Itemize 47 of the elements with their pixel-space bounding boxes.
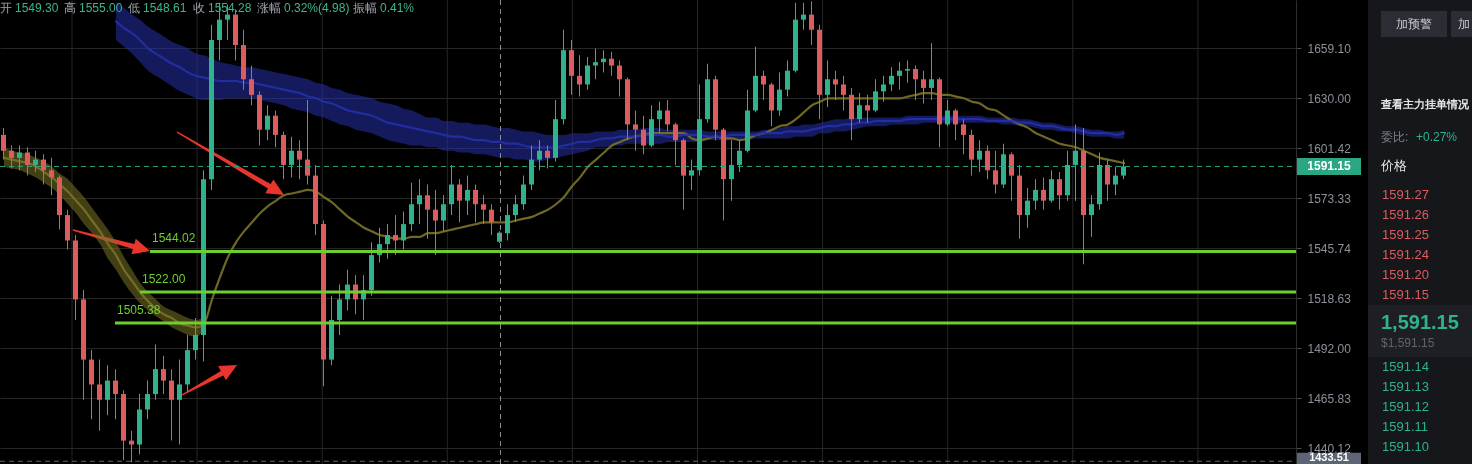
line-series — [114, 20, 1126, 149]
annotation: 1549.30 — [15, 1, 59, 15]
ref-line-label: 1591.15 — [1307, 159, 1352, 174]
text: 1591.10 — [1382, 439, 1429, 454]
y-tick-label: 1659.10 — [1307, 41, 1352, 56]
ref-line-label: 1522.00 — [142, 271, 186, 286]
ref-line-label: 1505.38 — [117, 303, 161, 317]
text: +0.27% — [1416, 130, 1458, 144]
text: 1591.25 — [1382, 227, 1429, 242]
candlestick — [593, 48, 598, 80]
line-series — [2, 91, 1126, 329]
text: 1591.14 — [1382, 359, 1429, 374]
text: $1,591.15 — [1381, 336, 1435, 350]
ref-line-label: 1433.51 — [1309, 451, 1349, 464]
y-tick-label: 1630.00 — [1307, 91, 1352, 106]
annotation: 1555.00 — [79, 1, 123, 15]
y-tick-label: 1573.33 — [1307, 191, 1352, 206]
candlestick — [633, 110, 638, 151]
annotation: 收 — [193, 1, 205, 15]
text: 1,591.15 — [1381, 311, 1459, 333]
text: 委比: — [1381, 130, 1409, 144]
text: 1591.12 — [1382, 399, 1429, 414]
annotation: 涨幅 — [257, 1, 281, 15]
annotation: 振幅 — [353, 1, 377, 15]
text: 价格 — [1380, 158, 1407, 173]
y-tick-label: 1518.63 — [1307, 291, 1352, 306]
annotation: 1548.61 — [143, 1, 187, 15]
text: 查看主力挂单情况 — [1380, 98, 1470, 110]
y-tick-label: 1601.42 — [1307, 141, 1352, 156]
annotation: 开 — [0, 1, 12, 15]
y-tick-label: 1492.00 — [1307, 341, 1352, 356]
text: 1591.15 — [1382, 287, 1429, 302]
text: 1591.20 — [1382, 267, 1429, 282]
text: 加预警 — [1396, 17, 1432, 31]
text: 1591.24 — [1382, 247, 1429, 262]
annotation: 0.32%(4.98) — [284, 1, 350, 15]
annotation: 高 — [64, 1, 76, 15]
text: 1591.26 — [1382, 207, 1429, 222]
text: 1591.13 — [1382, 379, 1429, 394]
text: 加 — [1458, 17, 1470, 31]
annotation: 0.41% — [380, 1, 415, 15]
y-tick-label: 1465.83 — [1307, 391, 1352, 406]
text: 1591.11 — [1382, 419, 1429, 434]
text: 1591.27 — [1382, 187, 1429, 202]
annotation: 低 — [128, 1, 140, 15]
ref-line-label: 1544.02 — [152, 231, 196, 246]
y-tick-label: 1545.74 — [1307, 241, 1352, 256]
